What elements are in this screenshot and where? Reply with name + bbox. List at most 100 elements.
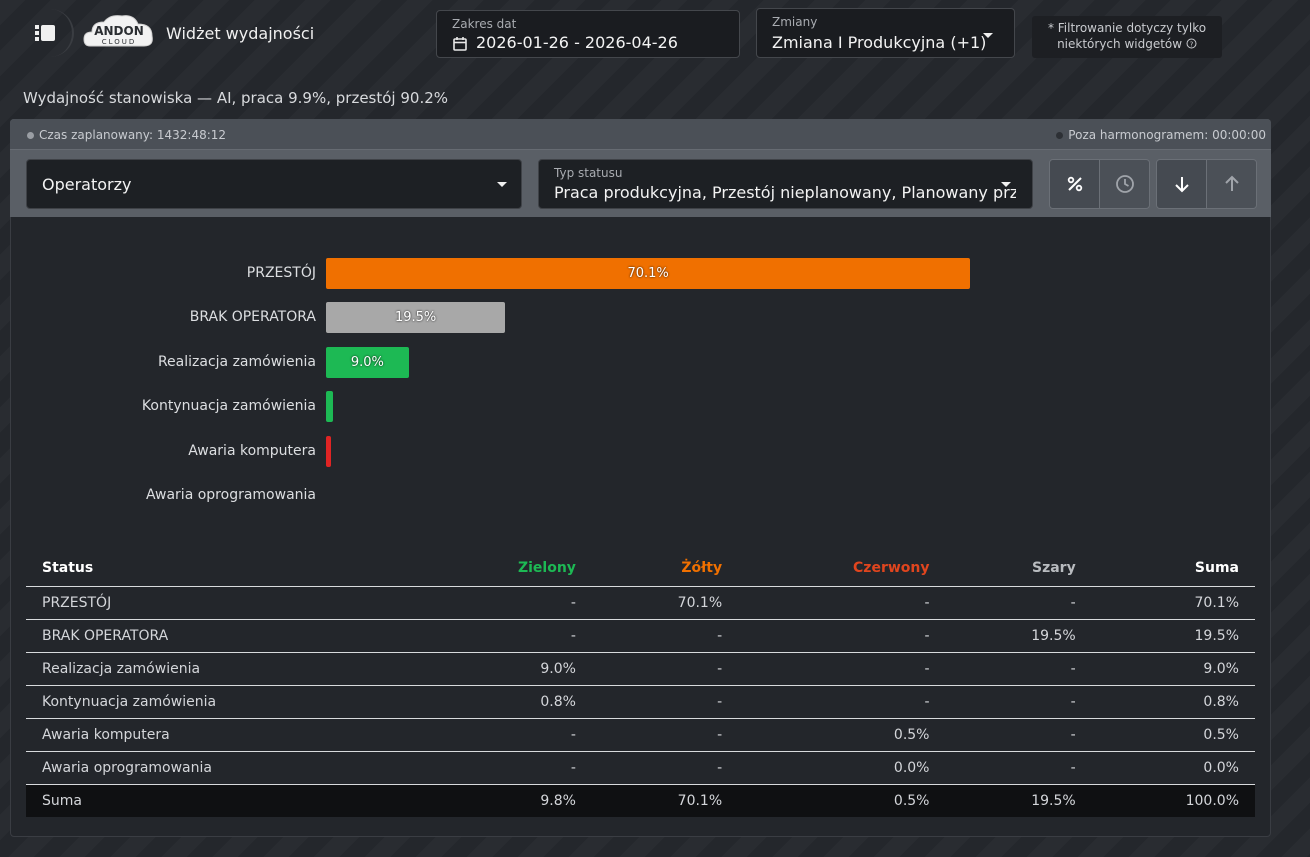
sum-cell: 0.5% bbox=[738, 784, 946, 817]
table-row: PRZESTÓJ -70.1% - -70.1% bbox=[26, 586, 1255, 620]
table-cell: 0.5% bbox=[738, 718, 946, 752]
filter-note: * Filtrowanie dotyczy tylko niektórych w… bbox=[1032, 16, 1222, 58]
bar[interactable] bbox=[326, 435, 331, 467]
calendar-icon bbox=[453, 37, 467, 51]
column-header: Zielony bbox=[419, 550, 592, 587]
sum-cell: 100.0% bbox=[1091, 784, 1255, 817]
bar-label: Awaria komputera bbox=[188, 442, 316, 459]
bar[interactable]: 19.5% bbox=[326, 302, 506, 334]
bar[interactable] bbox=[326, 391, 334, 423]
table-cell: - bbox=[945, 718, 1092, 752]
svg-text:ANDON: ANDON bbox=[94, 24, 144, 38]
widget-subtitle: Wydajność stanowiska — AI, praca 9.9%, p… bbox=[23, 89, 449, 107]
planned-time-text: Czas zaplanowany: 1432:48:12 bbox=[39, 128, 227, 142]
bar-label: BRAK OPERATORA bbox=[189, 309, 316, 326]
column-header: Żółty bbox=[591, 550, 739, 587]
percent-icon bbox=[1067, 176, 1082, 192]
status-type-value: Praca produkcyjna, Przestój nieplanowany… bbox=[554, 183, 1016, 202]
status-type-label: Typ statusu bbox=[554, 166, 623, 180]
table-cell: - bbox=[591, 718, 739, 752]
dot-icon bbox=[1056, 132, 1064, 139]
table-cell: - bbox=[591, 751, 739, 785]
panel-info-bar bbox=[10, 119, 1271, 150]
sum-cell: 19.5% bbox=[945, 784, 1092, 817]
bar[interactable]: 70.1% bbox=[326, 258, 971, 289]
chevron-down-icon bbox=[983, 33, 993, 38]
table-cell: Awaria oprogramowania bbox=[26, 751, 420, 785]
operators-select-value: Operatorzy bbox=[42, 175, 132, 194]
sidebar-toggle-button[interactable] bbox=[20, 9, 74, 57]
planned-time: Czas zaplanowany: 1432:48:12 bbox=[27, 128, 226, 142]
table-cell: - bbox=[738, 685, 946, 719]
column-header: Suma bbox=[1091, 550, 1255, 587]
bar-label: Awaria oprogramowania bbox=[146, 487, 316, 503]
table-row: Realizacja zamówienia 9.0% - - -9.0% bbox=[26, 652, 1255, 686]
bar-label: PRZESTÓJ bbox=[246, 265, 316, 281]
table-cell: - bbox=[945, 652, 1092, 686]
bar-label: Realizacja zamówienia bbox=[157, 353, 316, 370]
column-header: Status bbox=[26, 550, 420, 587]
table-cell: 0.0% bbox=[738, 751, 946, 785]
date-range-field[interactable]: Zakres dat 2026-01-26 - 2026-04-26 bbox=[436, 10, 740, 58]
sort-descending-button[interactable] bbox=[1157, 160, 1206, 208]
table-cell: 9.0% bbox=[419, 652, 592, 686]
table-cell: Realizacja zamówienia bbox=[26, 652, 420, 686]
column-header: Czerwony bbox=[738, 550, 946, 587]
table-row: BRAK OPERATORA - - -19.5% 19.5% bbox=[26, 619, 1255, 653]
table-cell: 0.8% bbox=[419, 685, 592, 719]
table-cell: - bbox=[419, 586, 592, 620]
column-header: Szary bbox=[945, 550, 1092, 587]
percent-button[interactable] bbox=[1050, 160, 1099, 208]
table-cell: - bbox=[945, 586, 1092, 620]
table-cell: 0.8% bbox=[1091, 685, 1255, 719]
table-cell: Kontynuacja zamówienia bbox=[26, 685, 420, 719]
svg-text:?: ? bbox=[1190, 40, 1194, 48]
table-cell: - bbox=[738, 652, 946, 686]
table-cell: - bbox=[591, 685, 739, 719]
menu-icon bbox=[35, 25, 55, 41]
chevron-down-icon bbox=[1001, 182, 1011, 187]
table-cell: - bbox=[591, 652, 739, 686]
table-cell: Awaria komputera bbox=[26, 718, 420, 752]
arrow-up-icon bbox=[1224, 175, 1239, 191]
svg-text:CLOUD: CLOUD bbox=[102, 38, 137, 46]
time-button[interactable] bbox=[1099, 160, 1149, 208]
bar[interactable]: 9.0% bbox=[326, 346, 409, 378]
sort-ascending-button[interactable] bbox=[1206, 160, 1256, 208]
sum-cell: 9.8% bbox=[419, 784, 592, 817]
outside-schedule-text: Poza harmonogramem: 00:00:00 bbox=[1068, 128, 1266, 142]
table-cell: 19.5% bbox=[945, 619, 1092, 653]
table-cell: PRZESTÓJ bbox=[26, 586, 420, 620]
dot-icon bbox=[27, 132, 34, 139]
sum-cell: Suma bbox=[26, 784, 420, 817]
table-cell: - bbox=[591, 619, 739, 653]
bar-label: Kontynuacja zamówienia bbox=[141, 398, 316, 415]
help-icon[interactable]: ? bbox=[1186, 38, 1197, 49]
table-cell: - bbox=[738, 619, 946, 653]
status-summary-table: Status Zielony Żółty Czerwony Szary Suma PRZE… bbox=[26, 550, 1255, 817]
table-cell: - bbox=[419, 751, 592, 785]
shifts-select[interactable]: Zmiany Zmiana I Produkcyjna (+1) bbox=[756, 8, 1015, 58]
outside-schedule: Poza harmonogramem: 00:00:00 bbox=[1056, 128, 1266, 142]
table-cell: 0.0% bbox=[1091, 751, 1255, 785]
table-cell: 19.5% bbox=[1091, 619, 1255, 653]
table-cell: 0.5% bbox=[1091, 718, 1255, 752]
table-cell: - bbox=[419, 619, 592, 653]
table-header-row: Status Zielony Żółty Czerwony Szary Suma bbox=[26, 550, 1255, 587]
table-row: Awaria komputera - -0.5% -0.5% bbox=[26, 718, 1255, 752]
table-cell: - bbox=[945, 685, 1092, 719]
operators-select[interactable]: Operatorzy bbox=[26, 159, 522, 209]
bar-value-label: 19.5% bbox=[394, 310, 437, 326]
table-cell: BRAK OPERATORA bbox=[26, 619, 420, 653]
bar-value-label: 9.0% bbox=[350, 354, 384, 370]
clock-icon bbox=[1115, 175, 1134, 193]
andon-cloud-logo: ANDON CLOUD bbox=[82, 10, 156, 54]
app-title: Widżet wydajności bbox=[166, 24, 315, 43]
status-type-select[interactable]: Typ statusu Praca produkcyjna, Przestój … bbox=[538, 159, 1033, 209]
date-range-value: 2026-01-26 - 2026-04-26 bbox=[476, 33, 678, 52]
table-cell: - bbox=[945, 751, 1092, 785]
date-range-label: Zakres dat bbox=[452, 17, 517, 31]
table-cell: 70.1% bbox=[591, 586, 739, 620]
shifts-value: Zmiana I Produkcyjna (+1) bbox=[772, 33, 987, 52]
table-cell: 70.1% bbox=[1091, 586, 1255, 620]
